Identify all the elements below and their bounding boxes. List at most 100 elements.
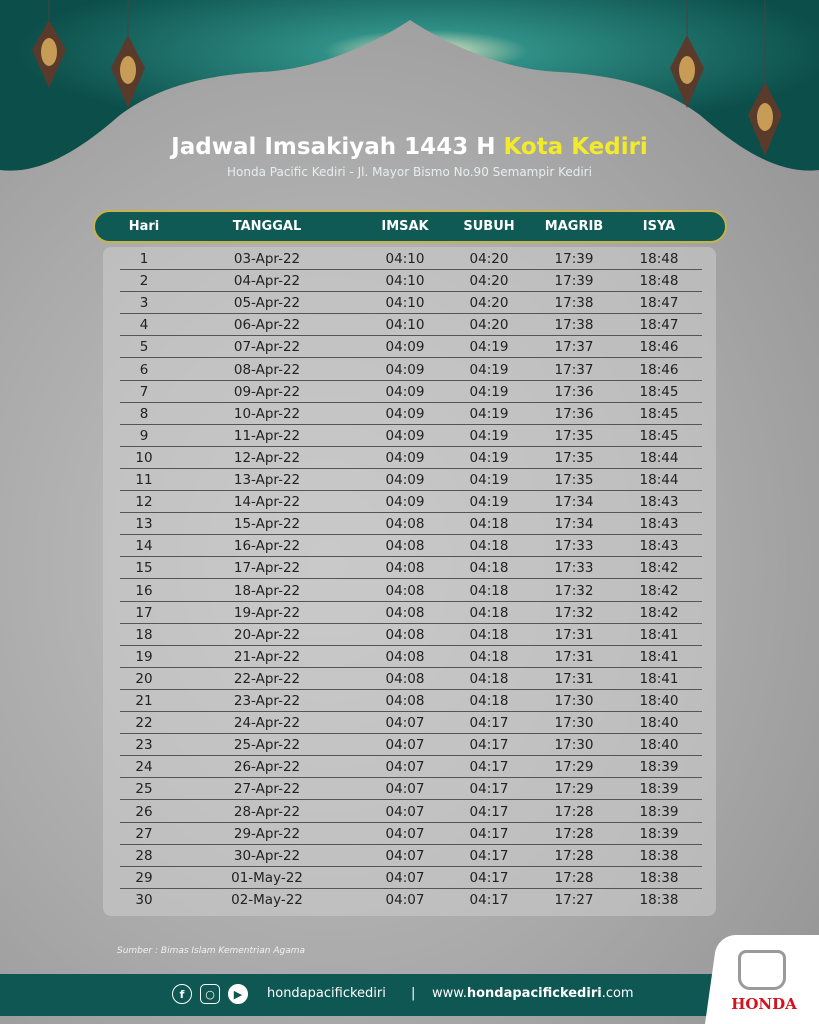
table-cell: 04:18: [469, 693, 509, 709]
table-cell: 18:41: [639, 648, 679, 665]
column-header: TANGGAL: [232, 219, 302, 234]
table-cell: 04:09: [385, 449, 425, 466]
table-cell: 04:08: [385, 604, 425, 621]
table-cell: 7: [139, 383, 149, 400]
table-cell: 18:48: [639, 273, 679, 290]
social-handle[interactable]: hondapacifickediri: [267, 986, 386, 1001]
table-cell: 11: [135, 472, 153, 488]
table-cell: 24: [135, 759, 153, 776]
table-row: 20 22-Apr-22 04:08 04:18 17:31 18:41: [120, 668, 702, 690]
table-cell: 17:32: [554, 604, 594, 621]
table-cell: 18:42: [639, 560, 679, 577]
table-cell: 04:18: [469, 604, 509, 621]
table-cell: 02-May-22: [231, 891, 303, 908]
table-cell: 04:20: [469, 317, 509, 334]
table-cell: 17:29: [554, 759, 594, 776]
table-cell: 04:17: [469, 847, 509, 864]
table-cell: 04:18: [469, 648, 509, 665]
instagram-icon[interactable]: ○: [200, 984, 220, 1004]
facebook-icon[interactable]: f: [172, 984, 192, 1004]
table-cell: 16: [135, 582, 153, 599]
table-cell: 18: [135, 626, 153, 643]
table-cell: 17:35: [554, 472, 594, 488]
table-cell: 10-Apr-22: [233, 405, 301, 422]
table-cell: 04:18: [469, 670, 509, 687]
table-cell: 04:07: [385, 759, 425, 776]
table-panel: [103, 247, 716, 916]
table-cell: 04:19: [469, 494, 509, 511]
table-cell: 04:17: [469, 869, 509, 886]
table-cell: 04:07: [385, 891, 425, 908]
social-icons: f ○ ▶: [172, 984, 248, 1004]
table-cell: 18:39: [639, 803, 679, 820]
table-cell: 18:38: [639, 891, 679, 908]
table-cell: 18:46: [639, 339, 679, 356]
table-row: 25 27-Apr-22 04:07 04:17 17:29 18:39: [120, 778, 702, 801]
table-cell: 04:19: [469, 405, 509, 422]
table-cell: 29-Apr-22: [233, 825, 301, 842]
table-cell: 04:19: [469, 449, 509, 466]
column-header: ISYA: [642, 219, 676, 234]
table-cell: 17:29: [554, 781, 594, 798]
table-cell: 26: [135, 803, 153, 820]
table-cell: 06-Apr-22: [233, 317, 301, 334]
table-cell: 18-Apr-22: [233, 582, 301, 599]
table-row: 29 01-May-22 04:07 04:17 17:28 18:38: [120, 867, 702, 889]
table-cell: 17:35: [554, 427, 594, 444]
table-cell: 30: [135, 891, 153, 908]
table-cell: 04:07: [385, 737, 425, 754]
table-cell: 17:35: [554, 449, 594, 466]
table-row: 18 20-Apr-22 04:08 04:18 17:31 18:41: [120, 624, 702, 646]
table-cell: 25: [135, 781, 153, 798]
website-link[interactable]: www.hondapacifickediri.com: [432, 986, 634, 1001]
table-cell: 17:33: [554, 560, 594, 577]
table-cell: 04:07: [385, 847, 425, 864]
table-cell: 04:18: [469, 560, 509, 577]
table-cell: 17:38: [554, 317, 594, 334]
table-row: 6 08-Apr-22 04:09 04:19 17:37 18:46: [120, 359, 702, 381]
table-cell: 13: [135, 516, 153, 533]
table-cell: 04:20: [469, 295, 509, 312]
table-cell: 24-Apr-22: [233, 715, 301, 732]
table-cell: 12: [135, 494, 153, 511]
table-cell: 04:18: [469, 626, 509, 643]
table-cell: 12-Apr-22: [233, 449, 301, 466]
lantern-icon: [111, 0, 145, 108]
table-cell: 04:09: [385, 383, 425, 400]
table-cell: 16-Apr-22: [233, 538, 301, 555]
table-cell: 04:10: [385, 273, 425, 290]
web-prefix: www.: [432, 986, 467, 1001]
footer-bar: [0, 974, 819, 1016]
table-cell: 21-Apr-22: [233, 648, 301, 665]
table-cell: 17:28: [554, 869, 594, 886]
table-cell: 28-Apr-22: [233, 803, 301, 820]
table-cell: 2: [139, 273, 149, 290]
page-subtitle: Honda Pacific Kediri - Jl. Mayor Bismo N…: [227, 165, 592, 179]
table-row: 21 23-Apr-22 04:08 04:18 17:30 18:40: [120, 690, 702, 712]
table-cell: 22: [135, 715, 153, 732]
table-cell: 04:08: [385, 516, 425, 533]
table-cell: 17:36: [554, 405, 594, 422]
table-cell: 17:37: [554, 339, 594, 356]
table-cell: 17:30: [554, 693, 594, 709]
table-cell: 23-Apr-22: [233, 693, 301, 709]
table-cell: 18:43: [639, 538, 679, 555]
table-cell: 04:10: [385, 317, 425, 334]
table-cell: 04:08: [385, 560, 425, 577]
table-row: 30 02-May-22 04:07 04:17 17:27 18:38: [120, 889, 702, 911]
table-row: 12 14-Apr-22 04:09 04:19 17:34 18:43: [120, 491, 702, 514]
table-cell: 04:08: [385, 670, 425, 687]
table-cell: 18:45: [639, 383, 679, 400]
table-cell: 04:09: [385, 427, 425, 444]
table-cell: 17:31: [554, 648, 594, 665]
table-cell: 01-May-22: [231, 869, 303, 886]
table-cell: 17:30: [554, 737, 594, 754]
youtube-icon[interactable]: ▶: [228, 984, 248, 1004]
table-cell: 8: [139, 405, 149, 422]
table-row: 13 15-Apr-22 04:08 04:18 17:34 18:43: [120, 513, 702, 536]
table-cell: 17:27: [554, 891, 594, 908]
table-row: 1 03-Apr-22 04:10 04:20 17:39 18:48: [120, 248, 702, 270]
table-cell: 18:43: [639, 516, 679, 533]
table-cell: 5: [139, 339, 149, 356]
table-row: 4 06-Apr-22 04:10 04:20 17:38 18:47: [120, 314, 702, 337]
